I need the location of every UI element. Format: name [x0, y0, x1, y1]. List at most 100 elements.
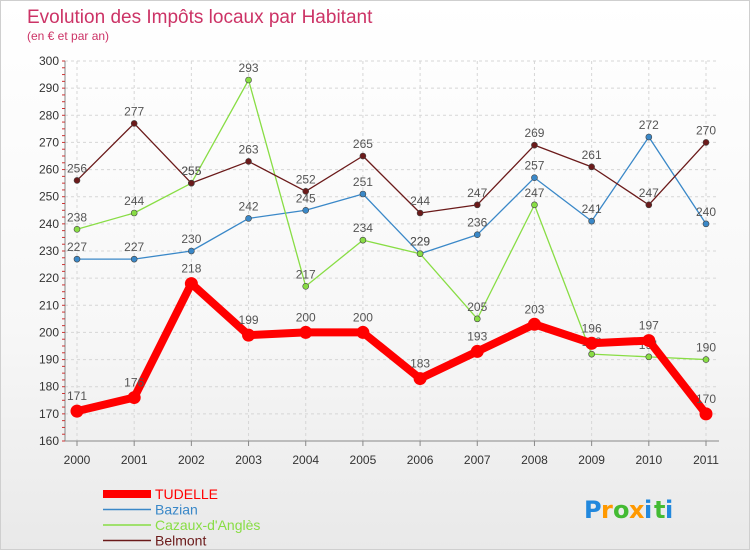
legend-label: TUDELLE	[155, 486, 218, 502]
data-label-bazian: 272	[639, 118, 659, 132]
data-point-tudelle	[413, 372, 427, 386]
data-label-cazaux-d-angl-s: 190	[696, 341, 716, 355]
data-point-bazian	[588, 217, 595, 225]
data-point-cazaux-d-angl-s	[245, 76, 252, 84]
data-label-cazaux-d-angl-s: 293	[239, 61, 259, 75]
data-point-tudelle	[527, 317, 541, 331]
data-label-tudelle: 197	[639, 319, 659, 333]
data-point-cazaux-d-angl-s	[588, 350, 595, 358]
y-tick-label: 200	[39, 325, 59, 339]
data-label-cazaux-d-angl-s: 234	[353, 221, 373, 235]
series-line-cazaux-d-angl-s	[76, 79, 707, 361]
legend-label: Belmont	[155, 533, 206, 549]
data-point-bazian	[130, 255, 138, 263]
data-label-cazaux-d-angl-s: 217	[296, 267, 316, 281]
data-point-belmont	[473, 201, 481, 209]
brand-logo-letter: i	[665, 496, 673, 524]
data-point-belmont	[188, 179, 195, 187]
data-label-tudelle: 199	[239, 313, 259, 327]
y-tick-label: 160	[39, 434, 59, 448]
data-label-bazian: 240	[696, 205, 716, 219]
data-label-tudelle: 203	[524, 302, 544, 316]
y-tick-label: 180	[39, 380, 59, 394]
data-label-bazian: 230	[181, 232, 201, 246]
data-point-tudelle	[699, 407, 713, 421]
y-tick-label: 250	[39, 190, 59, 204]
data-label-tudelle: 218	[181, 262, 201, 276]
data-label-belmont: 256	[67, 161, 87, 175]
data-label-bazian: 242	[239, 199, 259, 213]
x-tick-label: 2002	[178, 453, 205, 467]
data-label-belmont: 261	[582, 148, 602, 162]
x-tick-label: 2009	[578, 453, 605, 467]
data-point-tudelle	[70, 404, 84, 418]
data-point-bazian	[531, 174, 538, 182]
x-tick-label: 2010	[635, 453, 662, 467]
data-label-belmont: 265	[353, 137, 373, 151]
data-point-belmont	[130, 120, 138, 127]
data-point-bazian	[245, 215, 252, 222]
data-label-tudelle: 170	[696, 392, 716, 406]
data-label-tudelle: 196	[582, 321, 602, 335]
series-line-tudelle	[73, 279, 710, 418]
data-point-tudelle	[642, 334, 656, 348]
data-label-tudelle: 171	[67, 389, 87, 403]
data-label-bazian: 257	[524, 159, 544, 173]
x-tick-label: 2011	[693, 453, 719, 467]
data-label-cazaux-d-angl-s: 244	[124, 194, 144, 208]
data-point-bazian	[73, 255, 81, 263]
data-label-tudelle: 200	[296, 310, 316, 324]
chart-subtitle: (en € et par an)	[27, 29, 109, 43]
y-tick-label: 280	[39, 108, 59, 122]
data-point-bazian	[188, 247, 195, 255]
chart-title: Evolution des Impôts locaux par Habitant	[27, 7, 373, 28]
data-point-cazaux-d-angl-s	[702, 356, 710, 363]
data-label-cazaux-d-angl-s: 247	[524, 186, 544, 200]
data-label-cazaux-d-angl-s: 229	[410, 235, 430, 249]
data-point-tudelle	[242, 328, 256, 342]
y-tick-label: 210	[39, 298, 59, 312]
data-point-belmont	[359, 152, 367, 160]
data-label-bazian: 251	[353, 175, 373, 189]
data-point-cazaux-d-angl-s	[130, 209, 138, 217]
y-tick-label: 230	[39, 244, 59, 258]
y-tick-label: 300	[39, 54, 59, 68]
x-tick-label: 2000	[64, 453, 91, 467]
series-line-belmont	[76, 122, 707, 214]
y-tick-label: 190	[39, 353, 59, 367]
data-point-tudelle	[470, 344, 484, 358]
brand-logo-letter: i	[644, 496, 652, 524]
y-tick-label: 170	[39, 407, 59, 421]
series-line-bazian	[76, 136, 707, 260]
data-point-cazaux-d-angl-s	[645, 353, 653, 361]
brand-logo-letter: x	[629, 496, 645, 524]
data-label-cazaux-d-angl-s: 238	[67, 210, 87, 224]
x-tick-label: 2003	[235, 453, 262, 467]
data-label-bazian: 241	[582, 202, 602, 216]
y-tick-label: 270	[39, 135, 59, 149]
data-label-belmont: 247	[467, 186, 487, 200]
data-point-cazaux-d-angl-s	[416, 250, 424, 258]
data-label-belmont: 270	[696, 123, 716, 137]
data-label-belmont: 244	[410, 194, 430, 208]
brand-logo-letter: P	[584, 496, 602, 524]
brand-logo-letter: t	[654, 496, 665, 524]
x-tick-label: 2008	[521, 453, 548, 467]
data-point-belmont	[588, 163, 595, 171]
data-label-belmont: 255	[181, 164, 201, 178]
data-point-bazian	[645, 133, 653, 141]
y-tick-label: 220	[39, 271, 59, 285]
x-tick-label: 2005	[350, 453, 377, 467]
x-tick-label: 2006	[407, 453, 434, 467]
data-point-belmont	[73, 177, 81, 184]
data-label-belmont: 252	[296, 172, 316, 186]
data-point-tudelle	[184, 277, 198, 291]
brand-logo-letter: r	[601, 496, 613, 524]
legend-label: Cazaux-d'Anglès	[155, 517, 260, 533]
data-point-bazian	[302, 206, 310, 214]
legend-label: Bazian	[155, 502, 198, 518]
data-point-cazaux-d-angl-s	[473, 315, 481, 323]
data-label-bazian: 227	[67, 240, 87, 254]
brand-logo-letter: o	[613, 496, 630, 524]
